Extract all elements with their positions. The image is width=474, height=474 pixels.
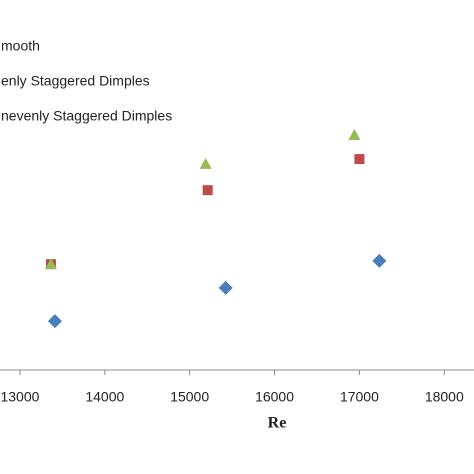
x-tick-label: 14000 [85,389,124,405]
x-tick-label: 15000 [170,389,209,405]
x-tick-label: 18000 [425,389,464,405]
point [218,280,233,295]
point [202,185,213,196]
x-tick-label: 16000 [255,389,294,405]
point [372,253,387,268]
x-tick-label: 17000 [340,389,379,405]
point [348,129,361,141]
legend-label: nevenly Staggered Dimples [1,108,172,124]
x-tick-label: 13000 [0,389,39,405]
point [47,314,62,329]
point [44,258,57,270]
point [199,157,212,169]
legend-label: enly Staggered Dimples [1,73,150,89]
point [354,154,365,165]
x-axis-label: Re [268,415,287,432]
legend-label: mooth [1,38,40,54]
